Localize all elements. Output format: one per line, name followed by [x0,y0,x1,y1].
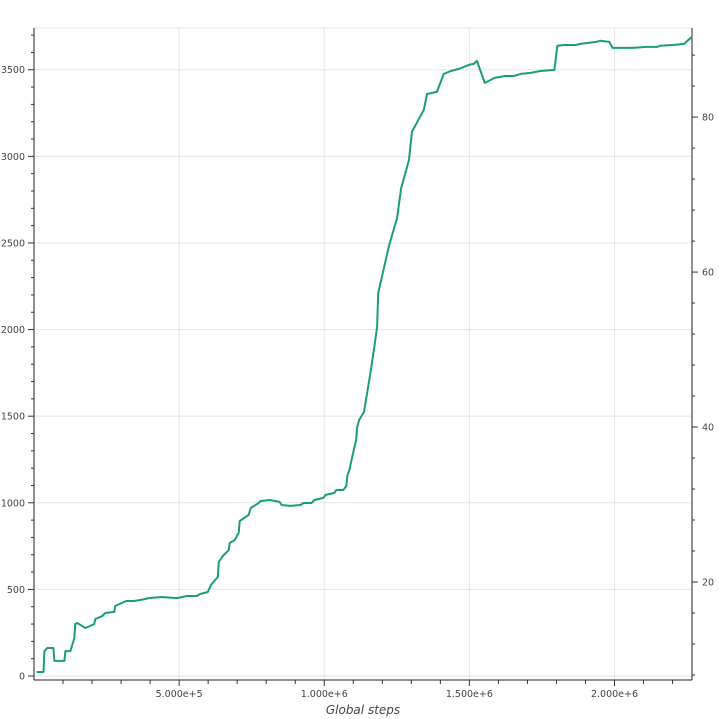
y-tick-label: 500 [7,585,25,596]
y2-tick-label: 80 [702,113,714,124]
y2-tick-label: 40 [702,423,714,434]
y-tick-label: 1000 [1,498,25,509]
x-tick-label: 5.000e+5 [156,689,203,700]
y-tick-label: 2500 [1,238,25,249]
grid [34,27,692,680]
y-tick-label: 1500 [1,412,25,423]
y2-tick-label: 20 [702,577,714,588]
series-line [36,36,693,673]
x-tick-label: 1.000e+6 [301,689,348,700]
y2-tick-label: 60 [702,268,714,279]
y-tick-label: 0 [19,672,25,683]
y-tick-label: 2000 [1,325,25,336]
x-tick-label: 2.000e+6 [591,689,638,700]
series [36,36,693,673]
x-axis-label: Global steps [326,703,400,717]
x-tick-label: 1.500e+6 [446,689,493,700]
y-tick-label: 3000 [1,152,25,163]
axes: 5.000e+5 1.000e+6 1.500e+6 2.000e+6 0 500 1000… [1,28,714,700]
y-tick-label: 3500 [1,65,25,76]
